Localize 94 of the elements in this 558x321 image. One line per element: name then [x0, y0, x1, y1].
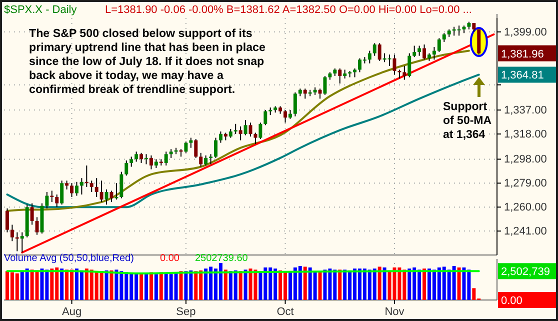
candlestick — [70, 182, 74, 198]
candlestick — [90, 180, 94, 192]
bar — [104, 270, 108, 300]
candlestick — [432, 46, 436, 60]
bar — [224, 270, 228, 300]
candlestick — [55, 194, 59, 208]
candlestick — [120, 171, 124, 199]
x-tick-label: Aug — [62, 306, 82, 318]
candlestick — [258, 122, 262, 140]
candlestick — [80, 178, 84, 195]
candlestick — [412, 45, 416, 58]
candlestick — [110, 190, 114, 203]
candlestick — [204, 154, 208, 166]
bar — [149, 272, 153, 300]
candlestick — [392, 54, 396, 76]
candlestick — [402, 65, 406, 80]
candlestick — [254, 132, 258, 145]
text: 2,502,739 — [501, 266, 550, 278]
candlestick — [244, 120, 248, 136]
candlestick — [293, 92, 297, 117]
candlestick — [74, 181, 78, 196]
candlestick — [194, 138, 198, 158]
chart-subtitle: L=1381.90 -0.06 -0.00% B=1381.62 A=1382.50 O=0.00 Hi=0.00 Lo=0.00 ... — [105, 4, 472, 16]
candlestick — [338, 68, 342, 84]
annotation: 2502739.60 — [195, 253, 248, 264]
candlestick — [114, 182, 118, 200]
bar — [303, 266, 307, 300]
text: 1,364.81 — [501, 70, 544, 82]
candlestick — [100, 180, 104, 203]
bar — [338, 270, 342, 300]
candlestick — [408, 52, 412, 78]
candlestick — [284, 110, 287, 124]
bar — [140, 274, 144, 300]
candlestick — [124, 160, 128, 176]
annotation: Support of 50-MA at 1,364 — [443, 101, 492, 141]
candlestick — [372, 42, 376, 56]
candlestick — [35, 216, 39, 236]
candlestick — [134, 151, 138, 162]
y-tick-label: 1,399.00 — [504, 26, 547, 38]
y-tick-label: 1,279.00 — [504, 178, 547, 190]
candlestick — [20, 232, 24, 253]
candlestick — [104, 188, 108, 206]
candlestick — [477, 28, 481, 56]
candlestick — [209, 154, 213, 165]
bar — [144, 273, 148, 300]
bar — [422, 268, 426, 300]
candlestick — [45, 191, 49, 209]
candlestick — [234, 123, 238, 134]
candlestick — [130, 156, 134, 168]
chart-title: $SPX.X - Daily — [4, 4, 78, 16]
x-tick-label: Nov — [384, 306, 405, 318]
y-tick-label: 1,241.00 — [504, 226, 547, 238]
chart-title: Volume Avg (50,50,blue,Red) — [4, 253, 134, 264]
x-tick-label: Oct — [276, 306, 294, 318]
candlestick — [218, 130, 222, 144]
bar — [60, 268, 64, 300]
candlestick — [378, 42, 382, 62]
candlestick — [94, 178, 98, 198]
candlestick — [5, 208, 9, 233]
candlestick — [264, 110, 268, 126]
candlestick — [60, 180, 64, 206]
y-tick-label: 1,337.00 — [504, 104, 547, 117]
candlestick — [418, 45, 422, 56]
bar — [238, 271, 242, 300]
candlestick — [10, 224, 14, 242]
bar — [457, 267, 461, 300]
candlestick — [149, 154, 153, 170]
bar — [110, 270, 114, 300]
y-tick-label: 1,260.00 — [504, 202, 547, 214]
candlestick — [164, 151, 168, 166]
candlestick — [238, 126, 242, 141]
annotation: 0.00 — [160, 253, 180, 264]
candlestick — [30, 202, 34, 226]
bar — [378, 266, 382, 300]
bar — [244, 270, 248, 300]
candlestick — [214, 137, 218, 158]
candlestick — [199, 152, 203, 168]
bar — [159, 272, 163, 300]
candlestick — [184, 141, 188, 154]
candlestick — [140, 152, 144, 164]
candlestick — [189, 137, 193, 148]
text: 0.00 — [501, 295, 522, 307]
candlestick — [323, 75, 327, 96]
annotation: The S&P 500 closed below support of its primary uptrend line that has been in place since the low of July 18. If it does not snap back above it today, we may have a confirmed break of trendline support. — [29, 27, 266, 96]
candlestick — [422, 44, 426, 60]
bar — [382, 267, 386, 300]
x-tick-label: Sep — [176, 306, 196, 318]
y-tick-label: 1,298.00 — [504, 154, 547, 166]
candlestick — [368, 50, 372, 64]
candlestick — [303, 88, 307, 100]
candlestick — [437, 38, 441, 53]
text: 1,381.96 — [501, 48, 544, 60]
bar — [154, 274, 158, 300]
y-tick-label: 1,318.00 — [504, 128, 547, 140]
